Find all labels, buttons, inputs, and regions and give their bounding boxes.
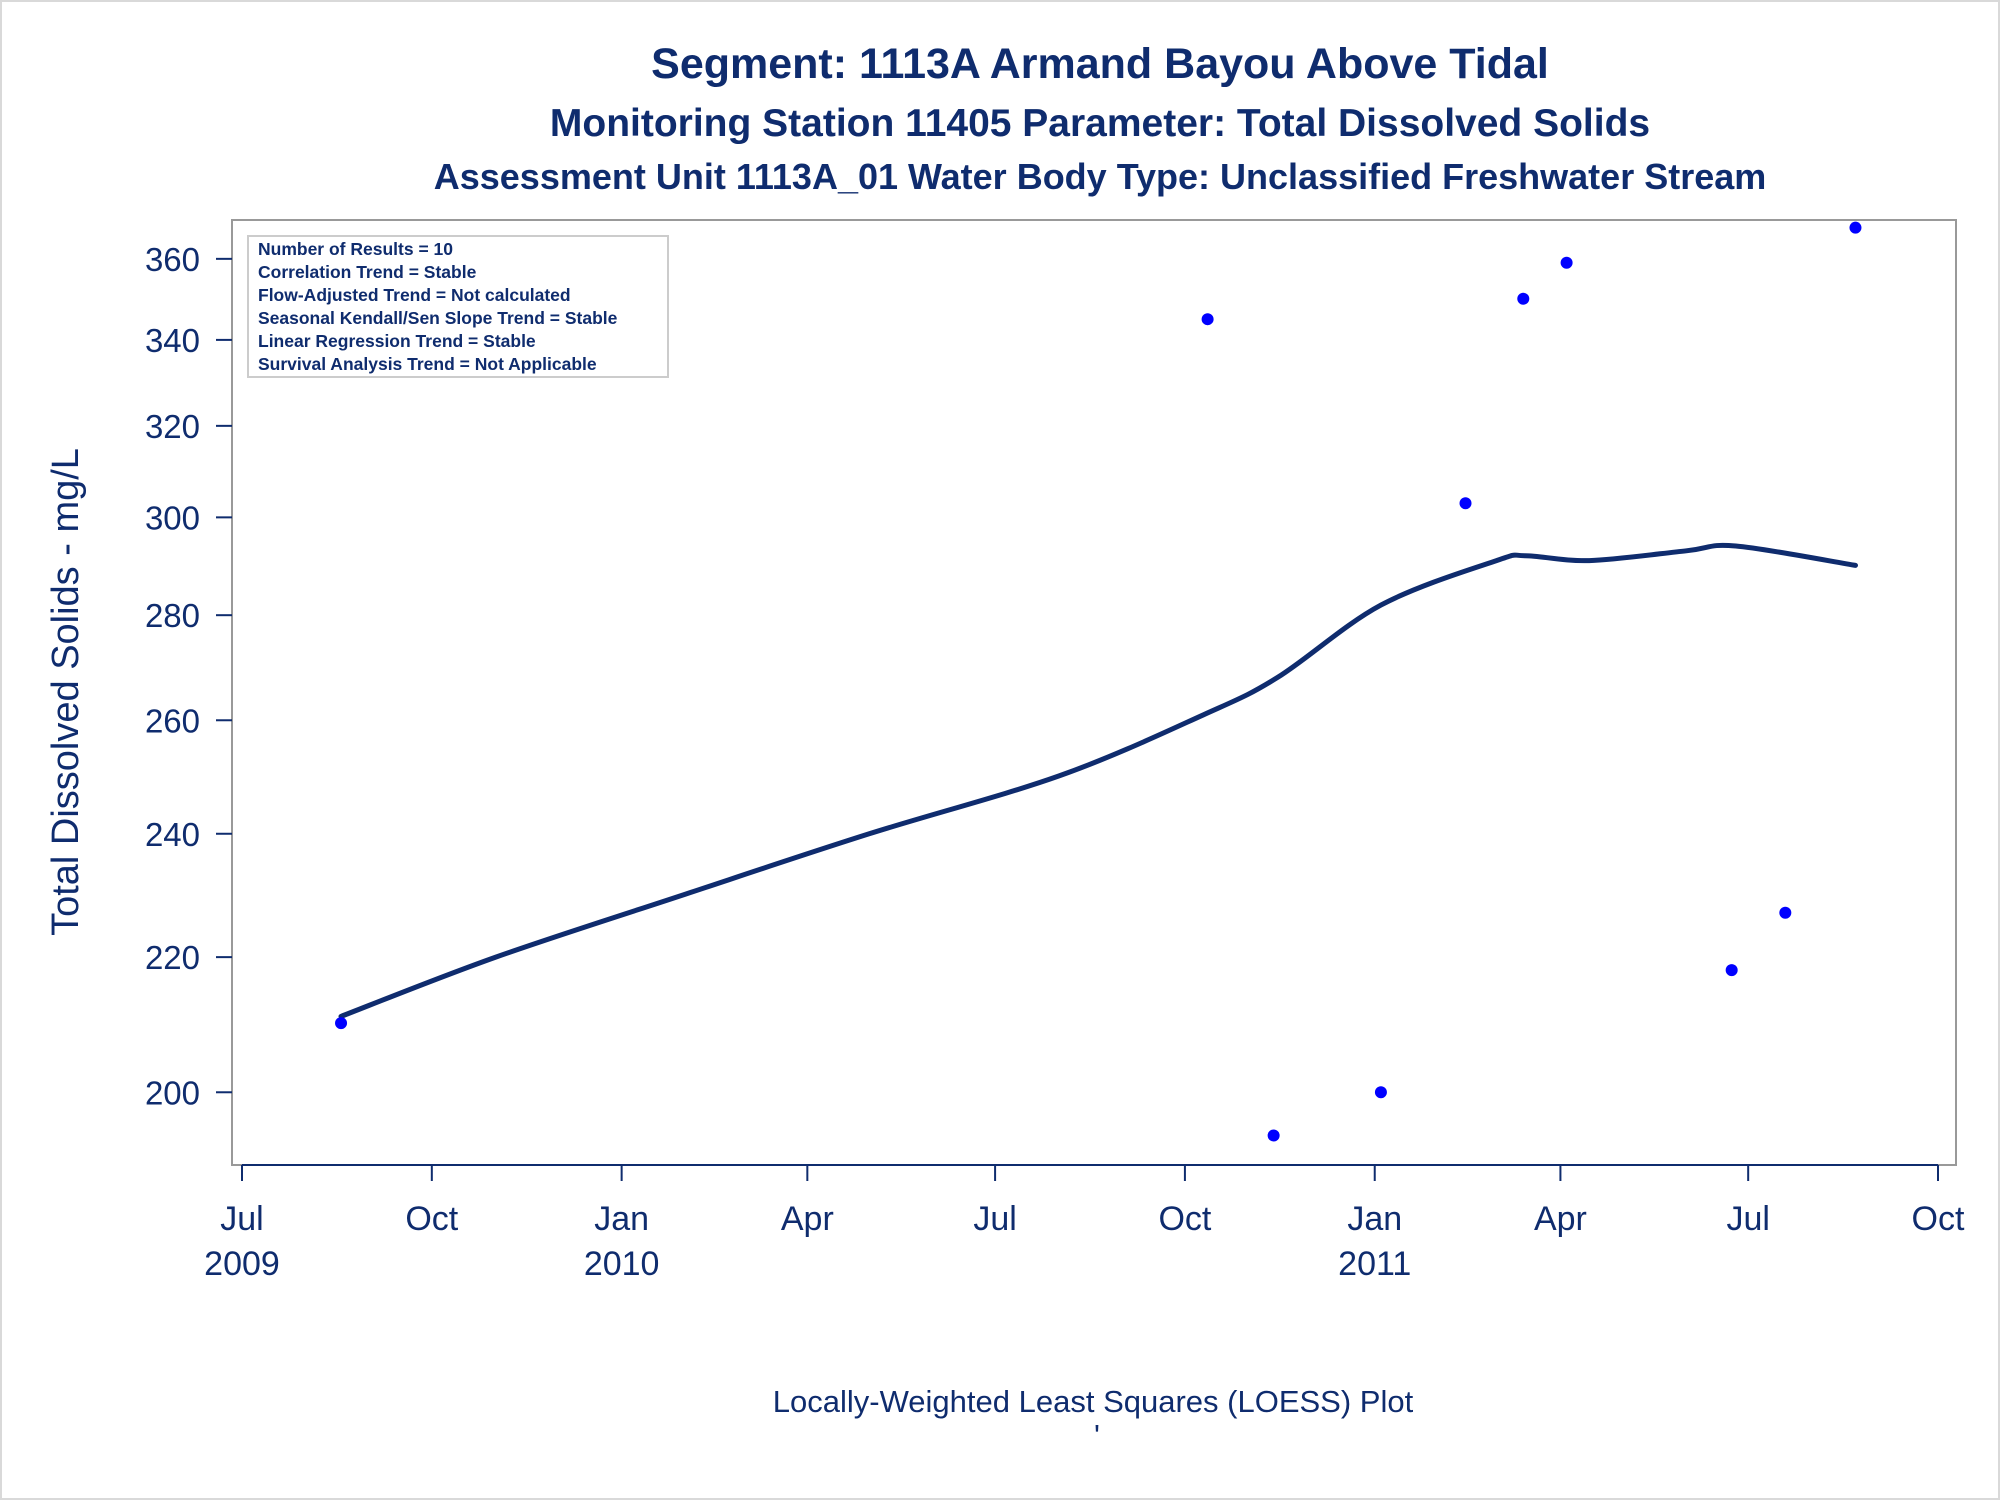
data-point	[1849, 221, 1862, 234]
stats-box-border	[247, 235, 669, 378]
data-point	[1267, 1129, 1280, 1142]
data-point	[1560, 256, 1573, 269]
data-point	[1459, 497, 1472, 510]
x-tick-label: Jan	[1347, 1200, 1402, 1238]
plot-caption: Locally-Weighted Least Squares (LOESS) P…	[773, 1384, 1414, 1419]
stats-line: Seasonal Kendall/Sen Slope Trend = Stabl…	[258, 308, 618, 328]
stats-line: Correlation Trend = Stable	[258, 262, 477, 282]
x-tick-label: Apr	[781, 1200, 834, 1238]
x-tick-label: Jul	[1726, 1200, 1769, 1238]
chart-subtitle-station: Monitoring Station 11405 Parameter: Tota…	[550, 102, 1650, 145]
x-tick-label: Jul	[973, 1200, 1016, 1238]
x-tick-year-label: 2011	[1338, 1245, 1411, 1283]
data-point	[1779, 906, 1792, 919]
data-points	[335, 221, 1862, 1142]
x-tick-label: Jan	[594, 1200, 649, 1238]
stats-line: Survival Analysis Trend = Not Applicable	[258, 354, 597, 374]
data-point	[1374, 1086, 1387, 1099]
x-tick-label: Oct	[405, 1200, 458, 1238]
y-tick-label: 360	[145, 241, 200, 278]
y-tick-label: 240	[145, 816, 200, 853]
y-tick-label: 260	[145, 702, 200, 739]
data-point	[1725, 964, 1738, 977]
y-axis: 200 220 240 260 280 300 320 340 360	[145, 241, 232, 1111]
loess-trend-line	[338, 542, 1858, 1019]
y-tick-label: 300	[145, 499, 200, 536]
x-tick-label: Apr	[1534, 1200, 1587, 1238]
y-tick-label: 280	[145, 597, 200, 634]
stats-box: Number of Results = 10 Correlation Trend …	[247, 235, 669, 378]
chart-subtitle-assessment: Assessment Unit 1113A_01 Water Body Type…	[434, 156, 1767, 197]
y-tick-label: 200	[145, 1074, 200, 1111]
footer-mark: '	[1094, 1418, 1100, 1453]
y-tick-label: 340	[145, 322, 200, 359]
data-point	[1517, 292, 1530, 305]
y-axis-label: Total Dissolved Solids - mg/L	[45, 448, 87, 936]
stats-line: Number of Results = 10	[258, 239, 453, 259]
x-tick-year-label: 2009	[204, 1245, 280, 1283]
x-tick-label: Jul	[220, 1200, 263, 1238]
stats-line: Flow-Adjusted Trend = Not calculated	[258, 285, 571, 305]
data-point	[335, 1017, 348, 1030]
x-tick-label: Oct	[1158, 1200, 1211, 1238]
x-tick-label: Oct	[1912, 1200, 1965, 1238]
y-tick-label: 220	[145, 939, 200, 976]
x-axis: Jul 2009 Oct Jan 2010 Apr Jul Oct Jan 2011 Apr Jul O…	[204, 1164, 1965, 1283]
chart-title: Segment: 1113A Armand Bayou Above Tidal	[651, 40, 1549, 88]
y-tick-label: 320	[145, 408, 200, 445]
data-point	[1201, 313, 1214, 326]
stats-line: Linear Regression Trend = Stable	[258, 331, 536, 351]
x-tick-year-label: 2010	[584, 1245, 660, 1283]
